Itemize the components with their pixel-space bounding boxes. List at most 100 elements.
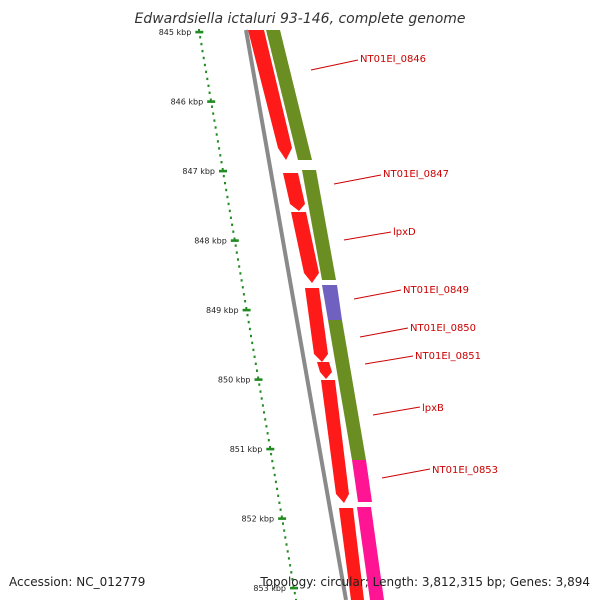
scale-minor-tick: [263, 411, 265, 414]
scale-minor-tick: [261, 404, 264, 407]
reverse-cds-feature[interactable]: [328, 320, 366, 460]
scale-major-tick: [242, 308, 251, 312]
forward-cds-feature[interactable]: [305, 288, 328, 362]
scale-minor-tick: [198, 29, 200, 32]
forward-cds-feature[interactable]: [317, 362, 332, 379]
scale-minor-tick: [228, 209, 231, 213]
scale-minor-tick: [222, 174, 225, 178]
genome-summary-text: Topology: circular; Length: 3,812,315 bp…: [259, 575, 590, 589]
scale-minor-tick: [215, 133, 218, 136]
scale-tick-label: 845 kbp: [159, 28, 192, 37]
map-title: Edwardsiella ictaluri 93-146, complete g…: [134, 11, 465, 27]
scale-minor-tick: [213, 119, 216, 122]
scale-minor-tick: [239, 272, 242, 275]
scale-minor-tick: [225, 188, 228, 192]
gene-label[interactable]: NT01EI_0849: [403, 285, 469, 296]
accession-text: Accession: NC_012779: [9, 575, 145, 589]
forward-cds-feature[interactable]: [283, 173, 305, 211]
scale-minor-tick: [267, 439, 270, 442]
scale-minor-tick: [264, 418, 267, 421]
scale-minor-tick: [206, 77, 209, 81]
scale-minor-tick: [247, 320, 250, 324]
scale-minor-tick: [256, 369, 258, 372]
scale-minor-tick: [244, 300, 247, 303]
scale-minor-tick: [271, 459, 274, 463]
hypothetical-feature[interactable]: [322, 285, 342, 320]
gene-label[interactable]: NT01EI_0853: [432, 465, 498, 476]
scale-minor-tick: [273, 473, 276, 477]
scale-minor-tick: [212, 112, 215, 115]
scale-minor-tick: [260, 397, 263, 400]
scale-minor-tick: [257, 376, 260, 379]
reverse-cds-feature[interactable]: [266, 30, 312, 160]
scale-minor-tick: [270, 452, 273, 456]
reverse-strand-track: [266, 30, 384, 600]
gene-label[interactable]: NT01EI_0851: [415, 351, 481, 362]
scale-minor-tick: [283, 529, 286, 532]
leader-line: [343, 231, 392, 241]
forward-cds-feature[interactable]: [248, 30, 292, 160]
scale-minor-tick: [248, 327, 251, 331]
gene-label[interactable]: lpxD: [393, 227, 416, 238]
scale-minor-tick: [207, 84, 210, 87]
scale-minor-tick: [231, 223, 234, 226]
scale-minor-tick: [200, 42, 203, 46]
scale-minor-tick: [292, 585, 295, 588]
scale-minor-tick: [214, 126, 217, 129]
forward-cds-feature[interactable]: [291, 212, 319, 283]
scale-minor-tick: [229, 216, 232, 219]
scale-minor-tick: [274, 480, 277, 484]
leader-line: [310, 59, 359, 71]
scale-major-tick: [219, 169, 227, 173]
gene-labels: NT01EI_0846 NT01EI_0847 lpxD NT01EI_0849…: [310, 54, 498, 479]
genome-backbone: [244, 29, 348, 600]
scale-minor-tick: [246, 313, 249, 317]
reverse-cds-feature[interactable]: [302, 170, 336, 280]
scale-minor-tick: [233, 237, 236, 240]
gene-label[interactable]: NT01EI_0847: [383, 169, 449, 180]
forward-cds-feature[interactable]: [321, 380, 349, 503]
scale-minor-tick: [205, 70, 208, 74]
rna-feature[interactable]: [357, 507, 384, 600]
gene-label[interactable]: NT01EI_0846: [360, 54, 426, 65]
scale-minor-tick: [242, 293, 245, 296]
scale-minor-tick: [295, 598, 297, 600]
leader-line: [364, 355, 414, 365]
scale-minor-tick: [220, 161, 223, 164]
scale-minor-tick: [291, 578, 294, 581]
scale-minor-tick: [276, 487, 279, 491]
scale-minor-tick: [293, 591, 296, 595]
leader-line: [372, 406, 421, 416]
forward-cds-feature[interactable]: [339, 508, 364, 600]
scale-minor-tick: [253, 355, 256, 358]
scale-minor-tick: [265, 425, 268, 428]
scale-minor-tick: [241, 286, 244, 289]
rna-feature[interactable]: [352, 460, 372, 502]
scale-minor-tick: [284, 536, 287, 539]
scale-tick-label: 851 kbp: [230, 445, 263, 454]
scale-minor-tick: [218, 147, 221, 150]
leader-line: [381, 468, 431, 479]
forward-strand-track: [248, 30, 364, 600]
scale-tick-label: 848 kbp: [194, 237, 227, 246]
gene-label[interactable]: lpxB: [422, 403, 444, 414]
leader-line: [359, 327, 409, 338]
scale-minor-tick: [202, 56, 205, 60]
scale-minor-tick: [280, 515, 283, 518]
scale-minor-tick: [272, 466, 275, 470]
scale-minor-tick: [254, 362, 257, 365]
scale-tick-label: 847 kbp: [182, 167, 215, 176]
scale-tick-label: 849 kbp: [206, 306, 239, 315]
scale-minor-tick: [238, 265, 241, 268]
scale-minor-tick: [269, 446, 271, 449]
scale-minor-tick: [279, 508, 282, 511]
scale-minor-tick: [199, 36, 202, 39]
scale-tick-label: 853 kbp: [253, 584, 286, 593]
scale-minor-tick: [227, 202, 230, 206]
scale-minor-tick: [240, 279, 243, 282]
gene-label[interactable]: NT01EI_0850: [410, 323, 476, 334]
scale-minor-tick: [237, 258, 239, 261]
scale-minor-tick: [289, 564, 292, 567]
scale-minor-tick: [250, 334, 252, 338]
